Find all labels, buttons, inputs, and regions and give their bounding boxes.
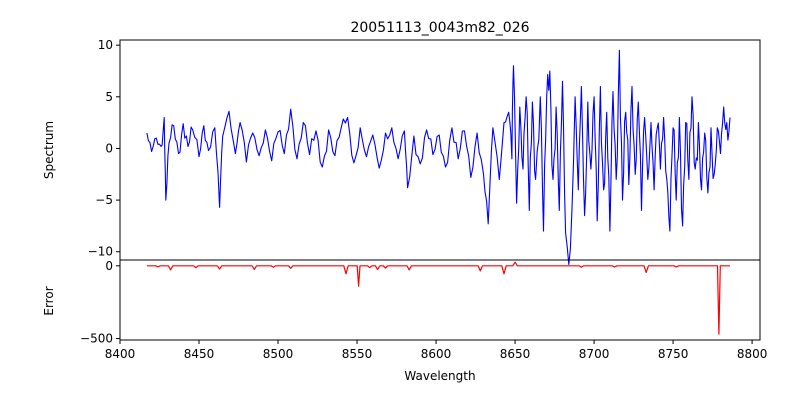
spectrum-y-tick-label: −10 [88, 245, 113, 259]
spectrum-y-tick-label: −5 [95, 193, 113, 207]
spectrum-series [146, 49, 731, 266]
error-y-axis-label: Error [42, 286, 56, 315]
x-axis-label: Wavelength [404, 369, 475, 383]
x-tick-label: 8600 [421, 347, 452, 361]
error-y-tick-label: −500 [80, 332, 113, 346]
spectrum-y-axis-label: Spectrum [42, 121, 56, 179]
x-tick-label: 8550 [342, 347, 373, 361]
x-axis-ticks: 8400 8450 8500 8550 8600 8650 8700 8750 8800 [105, 340, 768, 361]
error-y-tick-label: 0 [105, 259, 113, 273]
error-y-ticks: 0 −500 [80, 259, 120, 346]
error-series [146, 261, 730, 335]
error-panel: 0 −500 Error [42, 259, 761, 346]
x-tick-label: 8650 [500, 347, 531, 361]
chart-title: 20051113_0043m82_026 [350, 20, 529, 36]
x-tick-label: 8450 [184, 347, 215, 361]
x-tick-label: 8750 [658, 347, 689, 361]
spectrum-y-tick-label: 10 [98, 38, 113, 52]
spectrum-y-ticks: 10 5 0 −5 −10 [88, 38, 120, 259]
x-tick-label: 8500 [263, 347, 294, 361]
spectrum-y-tick-label: 5 [105, 90, 113, 104]
x-tick-label: 8700 [579, 347, 610, 361]
error-line-0 [146, 261, 730, 335]
x-tick-label: 8800 [737, 347, 768, 361]
spectrum-y-tick-label: 0 [105, 141, 113, 155]
spectrum-line-0 [146, 49, 731, 266]
x-tick-label: 8400 [105, 347, 136, 361]
error-axes-frame [119, 259, 761, 341]
